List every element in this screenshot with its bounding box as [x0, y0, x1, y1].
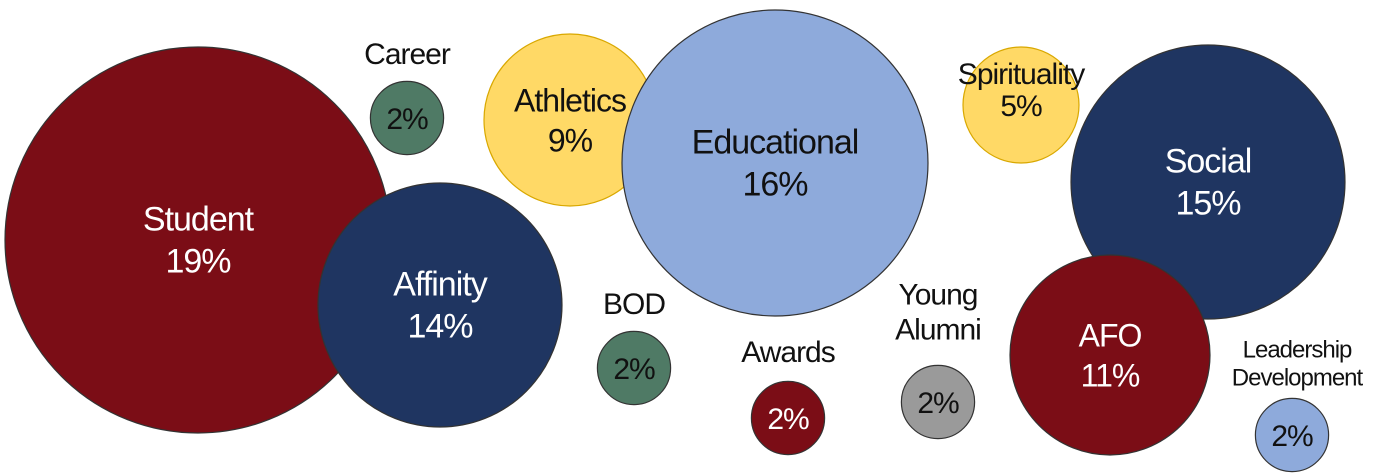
bubble-name: Young Alumni: [895, 278, 982, 347]
value-label: 14%: [407, 307, 473, 346]
bubble: [317, 182, 563, 428]
bubble: [1009, 254, 1211, 456]
bubble-name: Awards: [741, 335, 835, 369]
value-label: 19%: [165, 242, 231, 281]
bubble-name: Affinity: [393, 265, 487, 304]
value-label: 15%: [1175, 184, 1241, 223]
bubble: [4, 46, 392, 434]
bubble: [1254, 397, 1330, 473]
bubble-name: AFO: [1078, 317, 1143, 354]
value-label: 2%: [917, 386, 959, 420]
bubble-name: Career: [364, 37, 451, 71]
bubble-name: Social: [1164, 142, 1253, 181]
value-label: 5%: [1000, 89, 1042, 123]
value-label: 2%: [386, 102, 428, 136]
value-label: 2%: [767, 402, 809, 436]
bubble-name: Athletics: [514, 82, 627, 119]
bubble-name: BOD: [602, 287, 666, 321]
bubble: [1070, 44, 1346, 320]
bubble-name: Student: [142, 200, 254, 239]
bubble-name: Educational: [691, 123, 860, 162]
bubble-name: Leadership Development: [1231, 336, 1363, 391]
value-label: 11%: [1080, 357, 1141, 394]
value-label: 2%: [613, 352, 655, 386]
bubble-name: Spirituality: [957, 57, 1085, 91]
value-label: 9%: [547, 122, 593, 159]
bubble: [621, 9, 929, 317]
bubble: [962, 46, 1080, 164]
bubble: [369, 80, 445, 156]
bubble: [900, 364, 976, 440]
value-label: 16%: [742, 165, 808, 204]
bubble: [750, 380, 826, 456]
value-label: 2%: [1271, 419, 1313, 453]
bubble: [596, 330, 672, 406]
